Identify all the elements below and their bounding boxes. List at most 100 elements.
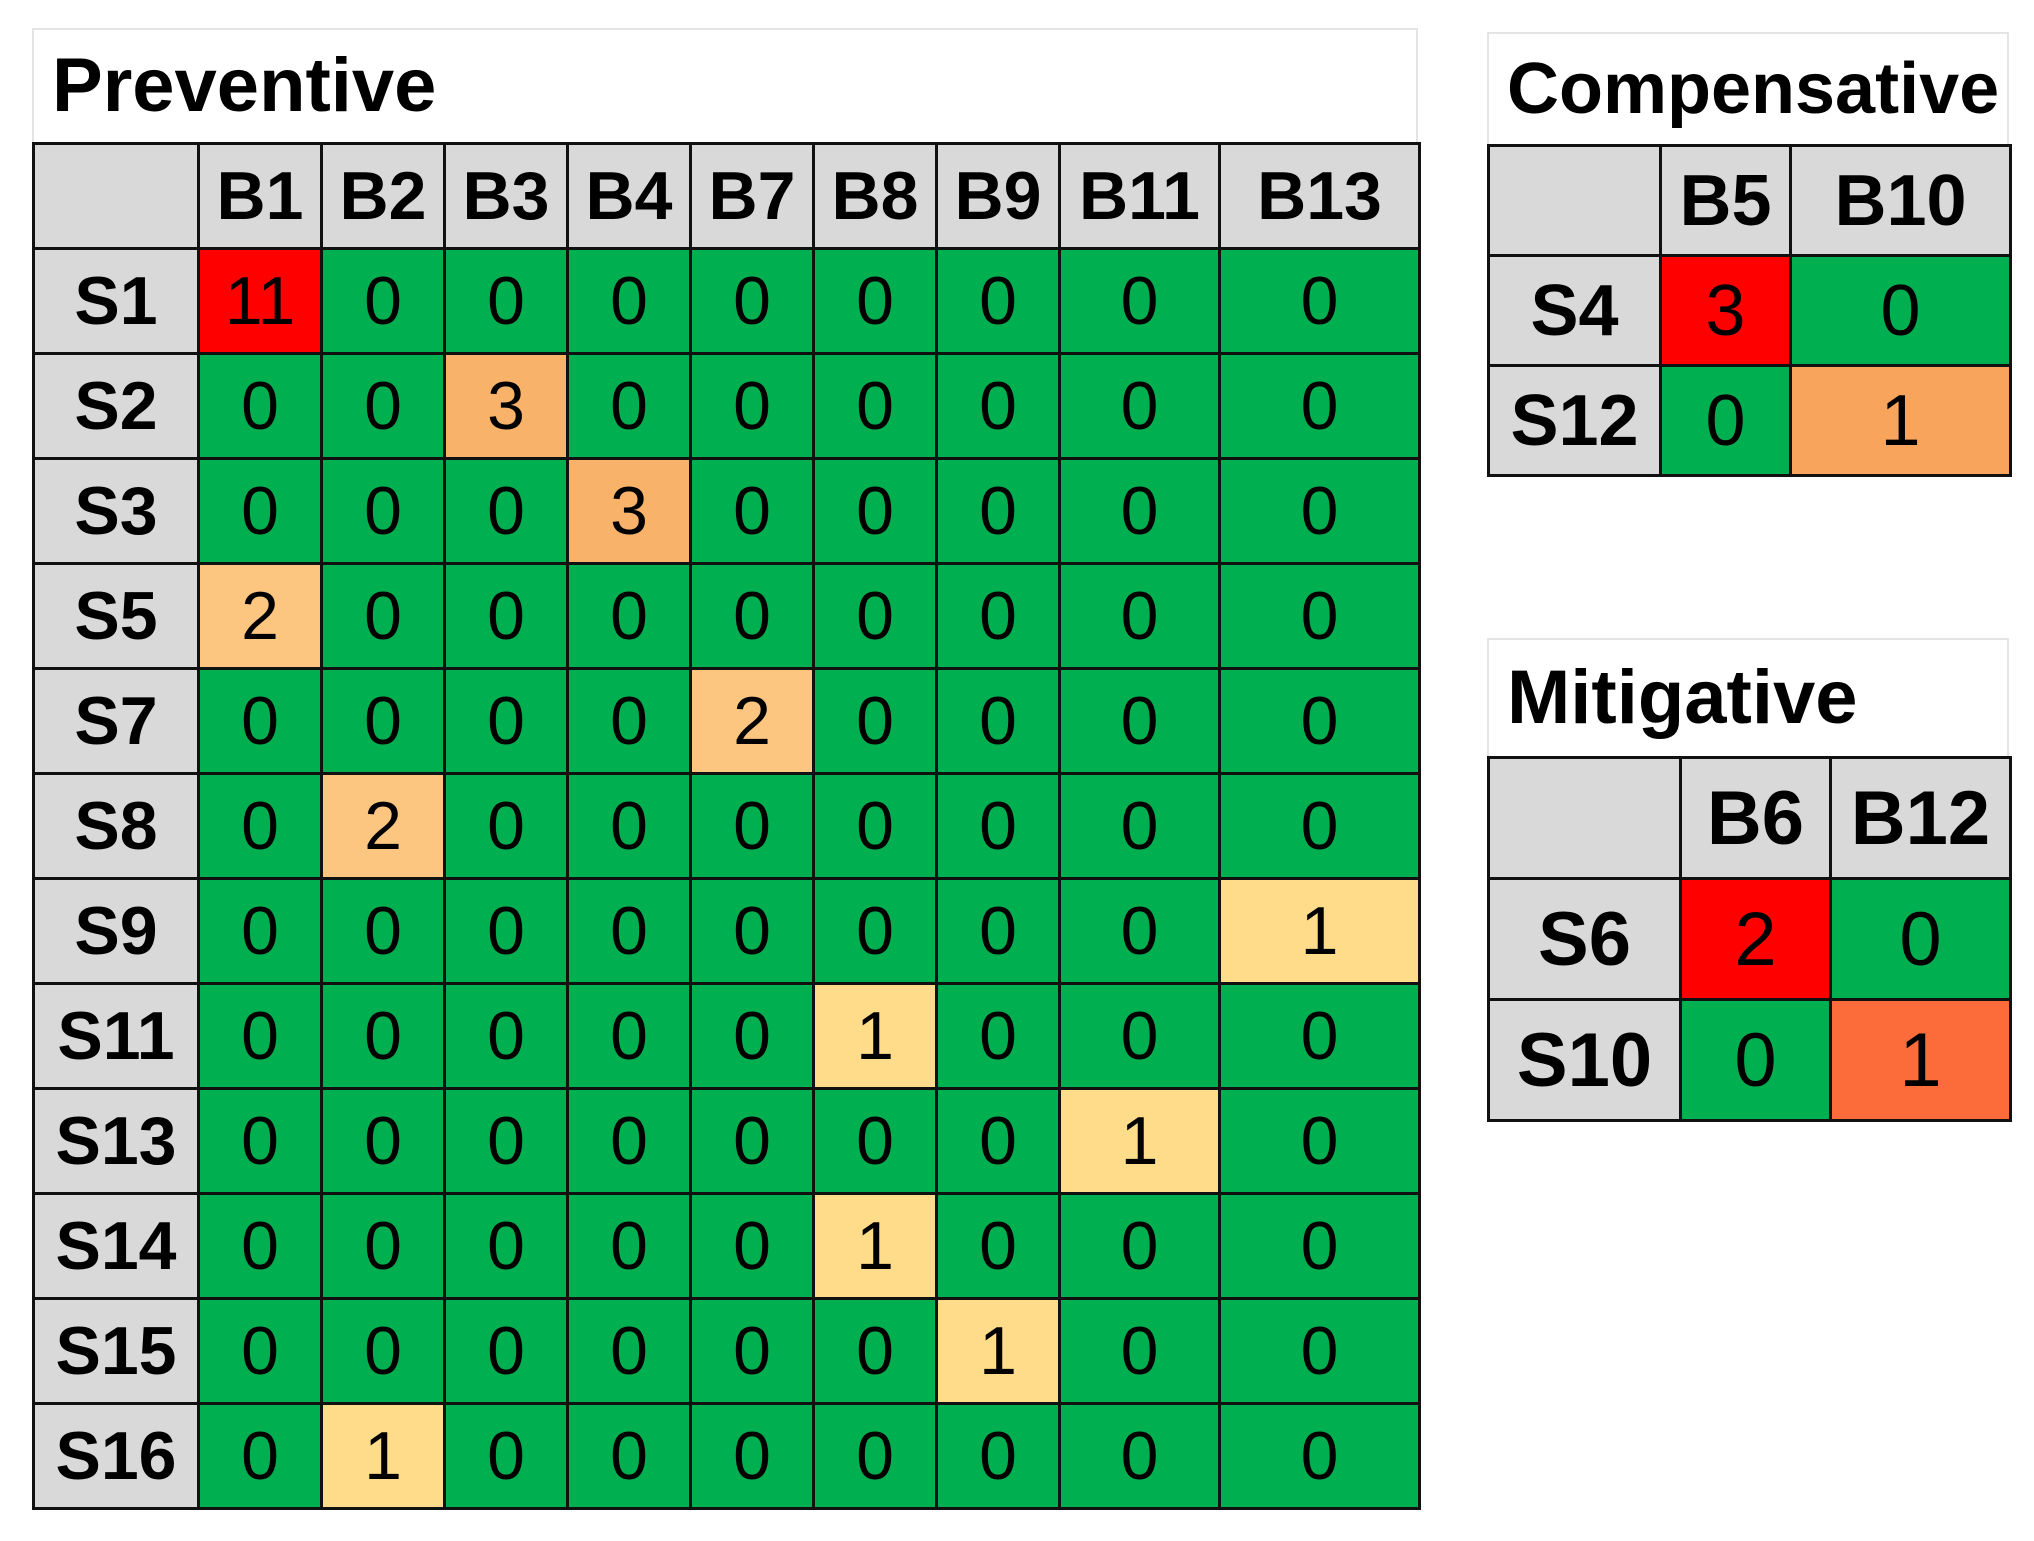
preventive-column-header: B11 [1058, 142, 1221, 250]
preventive-value-cell: 0 [689, 457, 815, 565]
preventive-value-cell: 0 [443, 667, 569, 775]
preventive-row-header: S7 [32, 667, 200, 775]
preventive-value-cell: 0 [443, 772, 569, 880]
preventive-value-cell: 0 [566, 352, 692, 460]
compensative-panel: Compensative B5 B10 S4 3 0 S12 0 1 [1487, 32, 2012, 477]
preventive-value-cell: 2 [197, 562, 323, 670]
preventive-value-cell: 0 [812, 457, 938, 565]
preventive-row-header: S15 [32, 1297, 200, 1405]
preventive-value-cell: 0 [320, 562, 446, 670]
compensative-value-cell: 1 [1789, 364, 2012, 477]
preventive-value-cell: 2 [320, 772, 446, 880]
preventive-row-header: S14 [32, 1192, 200, 1300]
preventive-row-header: S11 [32, 982, 200, 1090]
preventive-table-row: S16 0 1 0 0 0 0 0 0 0 [32, 1402, 1421, 1510]
preventive-value-cell: 0 [689, 1297, 815, 1405]
preventive-value-cell: 3 [443, 352, 569, 460]
preventive-column-header: B2 [320, 142, 446, 250]
compensative-header-row: B5 B10 [1487, 144, 2012, 257]
preventive-value-cell: 0 [689, 352, 815, 460]
preventive-value-cell: 0 [1218, 772, 1421, 880]
preventive-table-row: S15 0 0 0 0 0 0 1 0 0 [32, 1297, 1421, 1405]
preventive-value-cell: 0 [1218, 562, 1421, 670]
mitigative-value-cell: 1 [1829, 998, 2012, 1122]
preventive-value-cell: 0 [197, 982, 323, 1090]
preventive-value-cell: 0 [566, 1087, 692, 1195]
preventive-value-cell: 0 [1058, 772, 1221, 880]
preventive-column-header: B1 [197, 142, 323, 250]
preventive-value-cell: 0 [812, 1297, 938, 1405]
preventive-value-cell: 1 [812, 1192, 938, 1300]
preventive-header-row: B1 B2 B3 B4 B7 B8 B9 B11 B13 [32, 142, 1421, 250]
preventive-table-row: S3 0 0 0 3 0 0 0 0 0 [32, 457, 1421, 565]
preventive-value-cell: 0 [1058, 1402, 1221, 1510]
preventive-value-cell: 1 [812, 982, 938, 1090]
preventive-table-row: S1 11 0 0 0 0 0 0 0 0 [32, 247, 1421, 355]
preventive-value-cell: 0 [935, 247, 1061, 355]
preventive-table-row: S9 0 0 0 0 0 0 0 0 1 [32, 877, 1421, 985]
compensative-value-cell: 3 [1659, 254, 1792, 367]
preventive-value-cell: 0 [689, 247, 815, 355]
preventive-column-header: B7 [689, 142, 815, 250]
compensative-row-header: S12 [1487, 364, 1662, 477]
preventive-column-header: B8 [812, 142, 938, 250]
preventive-value-cell: 0 [935, 352, 1061, 460]
preventive-value-cell: 0 [689, 1192, 815, 1300]
mitigative-value-cell: 0 [1829, 877, 2012, 1001]
preventive-table-row: S2 0 0 3 0 0 0 0 0 0 [32, 352, 1421, 460]
preventive-value-cell: 0 [812, 877, 938, 985]
preventive-value-cell: 0 [812, 772, 938, 880]
preventive-table-row: S5 2 0 0 0 0 0 0 0 0 [32, 562, 1421, 670]
preventive-corner-cell [32, 142, 200, 250]
preventive-value-cell: 0 [1058, 247, 1221, 355]
preventive-row-header: S9 [32, 877, 200, 985]
preventive-title: Preventive [32, 28, 1418, 142]
preventive-value-cell: 0 [935, 982, 1061, 1090]
preventive-value-cell: 0 [443, 877, 569, 985]
preventive-value-cell: 0 [1058, 562, 1221, 670]
preventive-value-cell: 0 [443, 982, 569, 1090]
preventive-value-cell: 0 [197, 667, 323, 775]
preventive-value-cell: 0 [1218, 1297, 1421, 1405]
preventive-value-cell: 0 [1218, 982, 1421, 1090]
preventive-value-cell: 1 [320, 1402, 446, 1510]
preventive-value-cell: 0 [197, 1402, 323, 1510]
preventive-value-cell: 0 [443, 562, 569, 670]
mitigative-title: Mitigative [1487, 638, 2009, 756]
preventive-value-cell: 0 [197, 1087, 323, 1195]
preventive-column-header: B3 [443, 142, 569, 250]
preventive-value-cell: 0 [320, 1297, 446, 1405]
preventive-value-cell: 0 [812, 247, 938, 355]
compensative-value-cell: 0 [1659, 364, 1792, 477]
preventive-value-cell: 0 [1058, 667, 1221, 775]
preventive-value-cell: 0 [689, 877, 815, 985]
preventive-row-header: S13 [32, 1087, 200, 1195]
mitigative-corner-cell [1487, 756, 1682, 880]
preventive-value-cell: 0 [1058, 982, 1221, 1090]
compensative-title: Compensative [1487, 32, 2009, 144]
preventive-value-cell: 0 [935, 562, 1061, 670]
preventive-value-cell: 0 [812, 352, 938, 460]
preventive-panel: Preventive B1 B2 B3 B4 B7 B8 B9 B11 B13 S1 11 0 0 0 0 0… [32, 28, 1421, 1510]
preventive-value-cell: 0 [566, 562, 692, 670]
preventive-value-cell: 0 [812, 667, 938, 775]
preventive-value-cell: 0 [1218, 457, 1421, 565]
preventive-value-cell: 0 [320, 352, 446, 460]
preventive-row-header: S1 [32, 247, 200, 355]
preventive-value-cell: 0 [197, 1297, 323, 1405]
preventive-value-cell: 0 [689, 982, 815, 1090]
mitigative-column-header: B12 [1829, 756, 2012, 880]
preventive-value-cell: 0 [1058, 457, 1221, 565]
preventive-value-cell: 0 [443, 1297, 569, 1405]
preventive-row-header: S16 [32, 1402, 200, 1510]
compensative-corner-cell [1487, 144, 1662, 257]
preventive-row-header: S3 [32, 457, 200, 565]
mitigative-value-cell: 2 [1679, 877, 1832, 1001]
preventive-column-header: B13 [1218, 142, 1421, 250]
mitigative-header-row: B6 B12 [1487, 756, 2012, 880]
preventive-table-row: S14 0 0 0 0 0 1 0 0 0 [32, 1192, 1421, 1300]
preventive-value-cell: 0 [935, 457, 1061, 565]
preventive-value-cell: 0 [566, 1192, 692, 1300]
mitigative-value-cell: 0 [1679, 998, 1832, 1122]
preventive-value-cell: 3 [566, 457, 692, 565]
